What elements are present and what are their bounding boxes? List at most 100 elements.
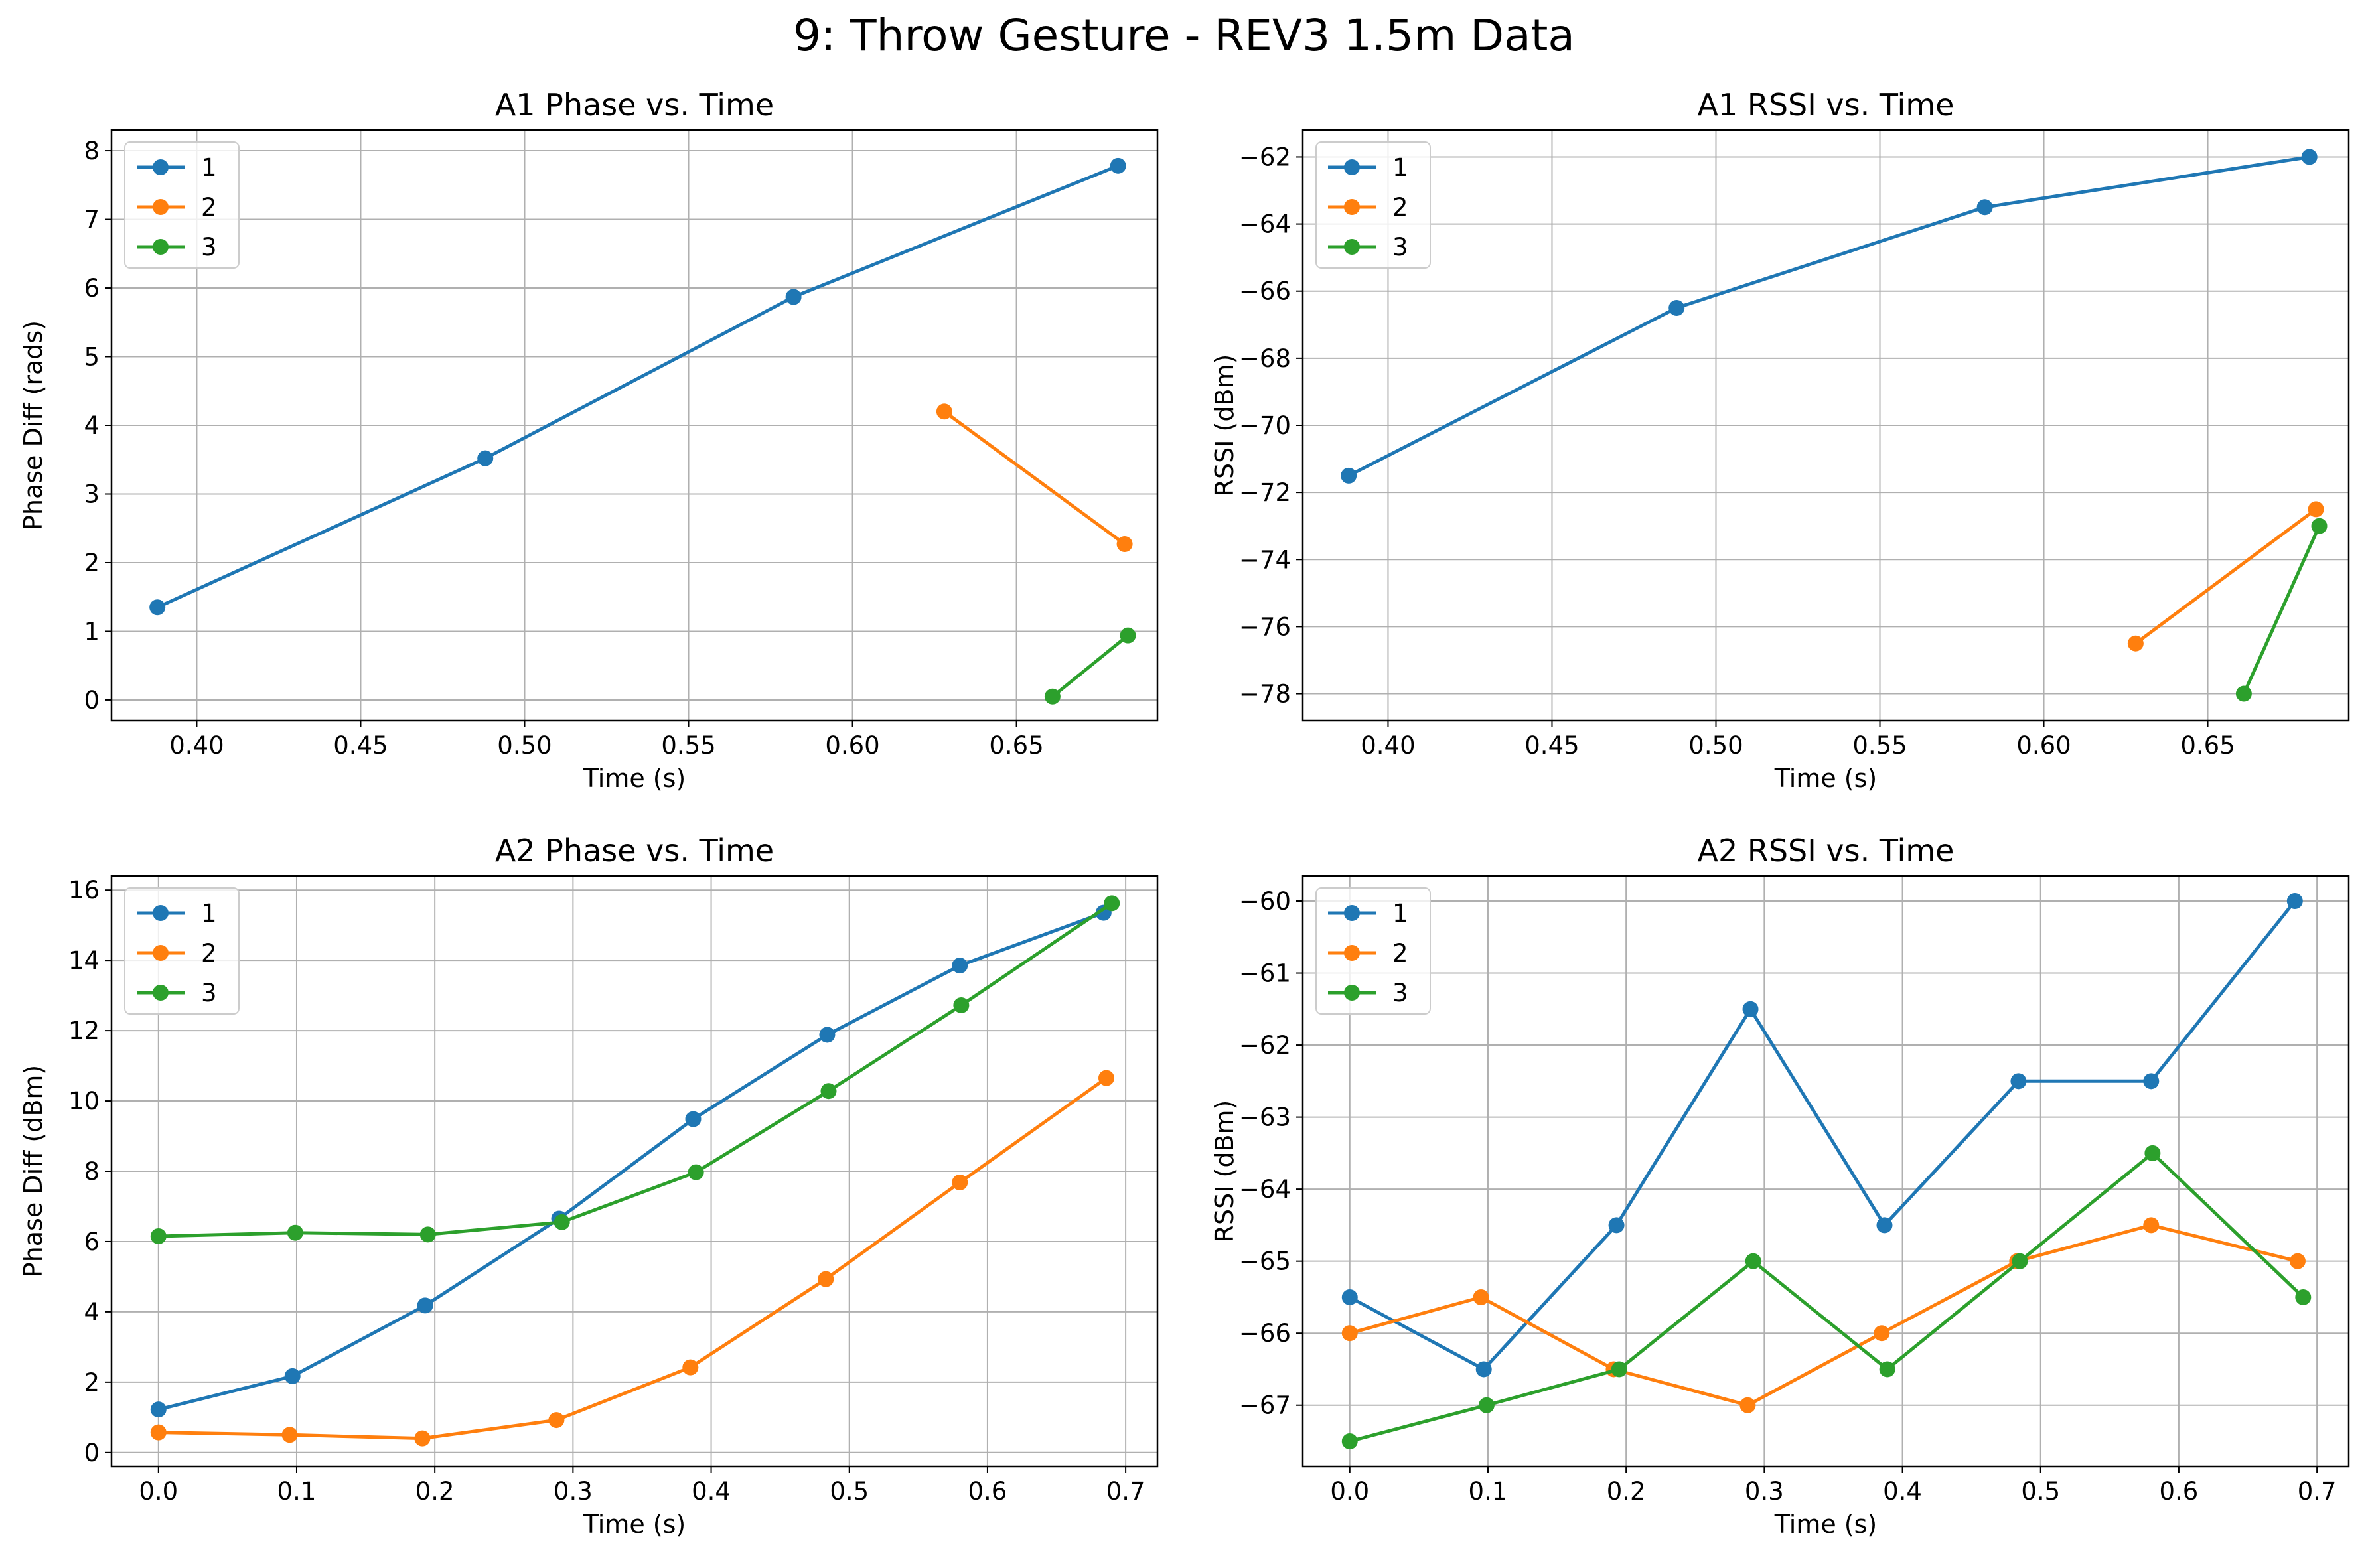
series-1-point [785,289,802,305]
series-3-point [820,1083,837,1100]
legend-swatch-marker [1344,905,1360,921]
y-axis-label: Phase Diff (dBm) [19,1065,48,1277]
x-tick-label: 0.50 [497,731,552,760]
y-tick-label: 8 [84,137,100,165]
series-1-point [284,1368,301,1384]
series-1-point [952,958,968,974]
x-tick-label: 0.65 [2180,731,2235,760]
y-axis-label: RSSI (dBm) [1210,1100,1239,1243]
legend-label: 1 [201,899,217,928]
series-2-point [150,1424,167,1441]
x-tick-label: 0.2 [1607,1477,1646,1506]
a2-rssi-chart: 0.0 0.1 0.2 0.3 0.4 0.5 0.6 0.7 −60 −61 −62 −63 −64 −… [1210,833,2350,1539]
x-tick-label: 0.45 [1524,731,1579,760]
legend-swatch-marker [153,945,169,961]
legend-label: 1 [1392,899,1408,928]
x-axis-label: Time (s) [1774,764,1878,793]
a1-phase-chart: 0.40 0.45 0.50 0.55 0.60 0.65 0 1 2 3 4 5 6 7 8 A1 Phas… [19,87,1159,793]
y-tick-label: 0 [84,686,100,715]
legend-box [124,887,240,1015]
y-tick-label: −62 [1239,143,1291,171]
series-1-point [149,599,166,616]
series-3-point [1044,688,1061,705]
series-2-point [281,1427,298,1443]
y-tick-label: 8 [84,1157,100,1186]
series-1-point [2301,149,2318,165]
series-3-point [1341,1433,1358,1450]
x-tick-label: 0.6 [2160,1477,2199,1506]
legend-label: 1 [201,153,217,182]
legend-swatch-marker [153,985,169,1001]
legend-swatch-marker [153,239,169,255]
y-tick-label: −78 [1239,680,1291,709]
y-tick-label: −70 [1239,411,1291,440]
x-tick-label: 0.60 [2016,731,2071,760]
plot-frame [110,875,1159,1468]
series-1-point [685,1111,702,1127]
legend: 1 2 3 [124,887,240,1015]
series-2-point [1341,1325,1358,1342]
panel-title: A1 RSSI vs. Time [1698,87,1955,123]
plot-frame [110,129,1159,722]
series-2-point [548,1412,565,1429]
series-1-point [1341,1289,1358,1305]
figure-title: 9: Throw Gesture - REV3 1.5m Data [793,10,1575,61]
y-tick-label: −64 [1239,210,1291,239]
series-3-point [419,1226,436,1243]
series-3-point [953,997,970,1013]
y-tick-label: 14 [68,946,100,975]
panel-title: A2 Phase vs. Time [495,833,774,869]
series-2-point [936,403,952,420]
x-tick-label: 0.3 [1745,1477,1784,1506]
x-tick-label: 0.2 [415,1477,455,1506]
y-tick-label: 2 [84,549,100,577]
y-tick-label: −72 [1239,478,1291,507]
series-3-point [1611,1361,1627,1378]
series-3-point [2012,1253,2028,1269]
y-axis-label: RSSI (dBm) [1210,354,1239,497]
series-2-point [1739,1397,1756,1413]
a2-phase-chart: 0.0 0.1 0.2 0.3 0.4 0.5 0.6 0.70246810121416A2 … [19,833,1159,1539]
series-3-point [1104,895,1120,912]
x-tick-label: 0.65 [989,731,1043,760]
series-1-point [1110,157,1126,174]
series-3-point [2295,1289,2312,1305]
series-2-point [952,1174,968,1190]
series-1-point [417,1297,433,1314]
legend-swatch-marker [1344,159,1360,175]
series-1-point [2143,1073,2160,1090]
series-3-point [554,1214,570,1230]
series-1-point [819,1027,836,1043]
y-tick-label: 7 [84,206,100,234]
series-3-point [1745,1253,1761,1269]
x-axis-label: Time (s) [1774,1510,1878,1539]
legend-label: 3 [1392,233,1408,261]
series-1-point [1876,1217,1893,1234]
x-tick-label: 0.5 [830,1477,869,1506]
series-1-point [2286,892,2303,909]
series-2-point [2308,501,2324,518]
y-tick-label: 3 [84,480,100,508]
series-1-line [1349,900,2296,1371]
series-2-point [1874,1325,1890,1342]
legend-box [1315,141,1431,269]
y-tick-label: −66 [1239,1319,1291,1348]
x-tick-label: 0.50 [1688,731,1743,760]
series-1-point [1341,467,1357,484]
x-tick-label: 0.6 [968,1477,1007,1506]
series-2-point [2127,635,2144,652]
y-tick-label: −74 [1239,545,1291,574]
legend-box [124,141,240,269]
legend-label: 3 [1392,979,1408,1007]
series-1-point [150,1401,167,1418]
plot-frame [1301,129,2350,722]
x-tick-label: 0.7 [1106,1477,1146,1506]
series-1-point [1608,1217,1625,1234]
series-2-point [1098,1070,1114,1086]
series-1-line [1348,155,2310,478]
series-2-point [414,1430,431,1447]
legend-label: 2 [1392,939,1408,967]
panel-title: A1 Phase vs. Time [495,87,774,123]
y-tick-label: −61 [1239,960,1291,988]
